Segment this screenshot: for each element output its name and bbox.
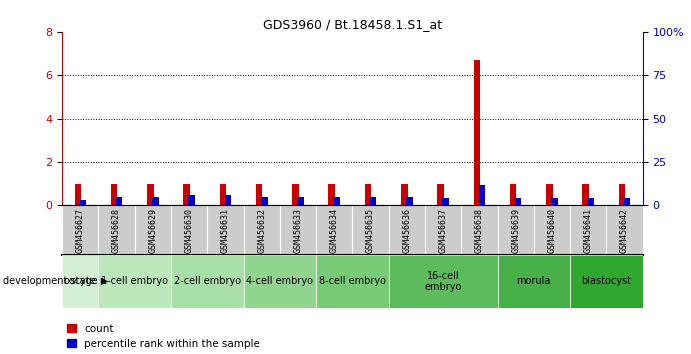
- Text: GSM456641: GSM456641: [584, 208, 593, 253]
- Bar: [624, 198, 630, 205]
- Text: 8-cell embryo: 8-cell embryo: [319, 276, 386, 286]
- Bar: [334, 197, 340, 205]
- Text: GSM456631: GSM456631: [221, 208, 230, 253]
- Bar: [261, 197, 267, 205]
- Bar: [473, 60, 480, 205]
- Text: 16-cell
embryo: 16-cell embryo: [424, 270, 462, 292]
- Text: development stage ▶: development stage ▶: [3, 276, 108, 286]
- Text: oocyte: oocyte: [64, 276, 97, 286]
- Text: GSM456638: GSM456638: [475, 208, 484, 253]
- Bar: [401, 184, 408, 205]
- Bar: [292, 184, 299, 205]
- Bar: [171, 255, 243, 308]
- Text: GSM456637: GSM456637: [439, 208, 448, 253]
- Bar: [583, 184, 589, 205]
- Text: 1-cell embryo: 1-cell embryo: [102, 276, 168, 286]
- Text: GSM456628: GSM456628: [112, 208, 121, 253]
- Text: GSM456642: GSM456642: [620, 208, 629, 253]
- Bar: [152, 197, 159, 205]
- Bar: [244, 255, 316, 308]
- Bar: [189, 195, 195, 205]
- Text: GSM456635: GSM456635: [366, 208, 375, 253]
- Bar: [551, 198, 558, 205]
- Bar: [437, 184, 444, 205]
- Bar: [370, 197, 377, 205]
- Text: 2-cell embryo: 2-cell embryo: [173, 276, 241, 286]
- Bar: [147, 184, 153, 205]
- Bar: [220, 184, 226, 205]
- Bar: [546, 184, 553, 205]
- Bar: [225, 195, 231, 205]
- Text: GSM456627: GSM456627: [76, 208, 85, 253]
- Bar: [256, 184, 263, 205]
- Bar: [442, 198, 449, 205]
- Bar: [183, 184, 190, 205]
- Bar: [62, 255, 98, 308]
- Text: GSM456630: GSM456630: [184, 208, 193, 253]
- Bar: [116, 197, 122, 205]
- Bar: [618, 184, 625, 205]
- Bar: [515, 198, 522, 205]
- Bar: [75, 184, 81, 205]
- Bar: [510, 184, 516, 205]
- Bar: [479, 184, 485, 205]
- Text: GSM456629: GSM456629: [149, 208, 158, 253]
- Bar: [111, 184, 117, 205]
- Bar: [570, 255, 643, 308]
- Bar: [388, 255, 498, 308]
- Text: blastocyst: blastocyst: [581, 276, 632, 286]
- Text: GSM456633: GSM456633: [294, 208, 303, 253]
- Text: 4-cell embryo: 4-cell embryo: [247, 276, 313, 286]
- Title: GDS3960 / Bt.18458.1.S1_at: GDS3960 / Bt.18458.1.S1_at: [263, 18, 442, 31]
- Bar: [316, 255, 388, 308]
- Bar: [297, 197, 304, 205]
- Text: GSM456634: GSM456634: [330, 208, 339, 253]
- Text: GSM456636: GSM456636: [402, 208, 411, 253]
- Bar: [328, 184, 335, 205]
- Bar: [587, 198, 594, 205]
- Text: morula: morula: [517, 276, 551, 286]
- Bar: [365, 184, 371, 205]
- Bar: [98, 255, 171, 308]
- Text: GSM456639: GSM456639: [511, 208, 520, 253]
- Bar: [79, 200, 86, 205]
- Bar: [406, 197, 413, 205]
- Bar: [498, 255, 570, 308]
- Text: GSM456632: GSM456632: [257, 208, 266, 253]
- Legend: count, percentile rank within the sample: count, percentile rank within the sample: [68, 324, 260, 349]
- Text: GSM456640: GSM456640: [547, 208, 556, 253]
